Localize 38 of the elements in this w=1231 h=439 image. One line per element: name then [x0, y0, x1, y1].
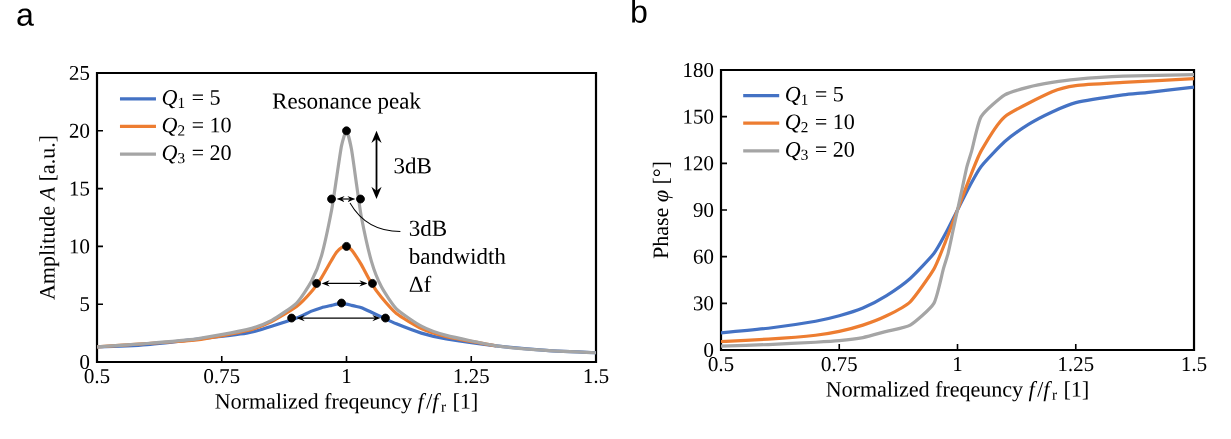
y-tick-label: 60 — [693, 249, 714, 264]
legend-label: Q$_{1}$ = 5 — [786, 86, 843, 105]
y-tick-label: 0 — [80, 354, 90, 370]
y-tick-label: 90 — [693, 202, 714, 218]
legend-label: Q$_{2}$ = 10 — [162, 117, 231, 136]
y-tick-label: 15 — [70, 181, 90, 196]
y-tick-label: 10 — [70, 239, 90, 254]
x-tick-label: 1 — [954, 357, 962, 371]
legend-label: Q$_{3}$ = 20 — [786, 142, 854, 161]
legend-label: Q$_{3}$ = 20 — [162, 145, 231, 164]
x-tick-label: 0.75 — [821, 357, 857, 372]
x-tick-label: 0.75 — [204, 369, 240, 384]
annotation: 3dB bandwidth Δf — [408, 219, 506, 292]
y-tick-label: 0 — [704, 342, 714, 358]
annotation: 3dB — [394, 157, 431, 174]
x-tick-label: 1.5 — [584, 369, 609, 384]
y-tick-label: 20 — [69, 123, 90, 138]
legend-label: Q$_{2}$ = 10 — [786, 114, 854, 133]
y-tick-label: 25 — [69, 65, 90, 81]
x-tick-label: 1.5 — [1182, 357, 1207, 372]
y-tick-label: 5 — [80, 297, 90, 312]
legend-label: Q$_{1}$ = 5 — [162, 90, 220, 109]
x-tick-label: 0.5 — [708, 357, 734, 372]
x-axis-title: Normalized freqeuncy f/f$_{r}$ [1] — [215, 393, 477, 414]
y-tick-label: 120 — [684, 156, 714, 171]
y-tick-label: 180 — [684, 62, 714, 78]
x-tick-label: 1.25 — [1059, 357, 1094, 372]
y-axis-title: Phase φ [°] — [652, 162, 673, 259]
x-tick-label: 1.25 — [454, 369, 489, 384]
x-tick-label: 1 — [343, 369, 351, 383]
x-axis-title: Normalized freqeuncy f/f$_{r}$ [1] — [826, 381, 1088, 402]
x-tick-label: 0.5 — [84, 369, 110, 384]
annotation: Resonance peak — [272, 92, 421, 114]
chart-title: a — [17, 8, 34, 26]
y-tick-label: 30 — [693, 296, 714, 311]
chart-title: b — [632, 0, 647, 23]
y-axis-title: Amplitude A [a.u.] — [39, 136, 60, 300]
y-tick-label: 150 — [684, 109, 714, 124]
